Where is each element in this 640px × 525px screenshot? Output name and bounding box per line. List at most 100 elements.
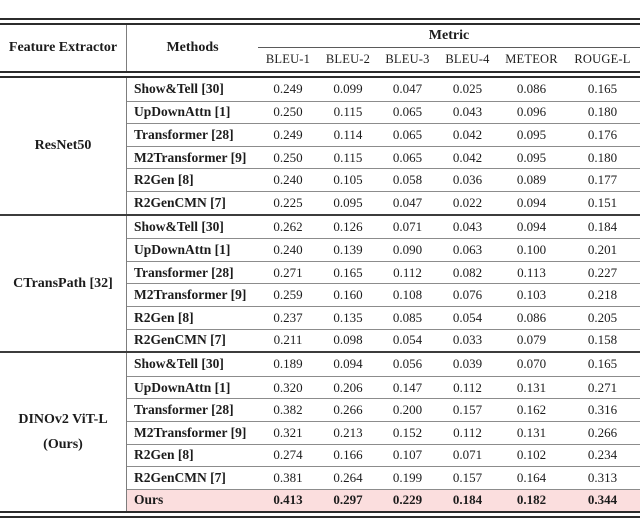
method-label: Show&Tell [30] <box>134 218 224 234</box>
metric-value: 0.139 <box>333 241 363 257</box>
metric-value: 0.056 <box>392 356 423 372</box>
metric-value: 0.102 <box>516 447 547 463</box>
metric-value: 0.095 <box>516 149 547 165</box>
metric-value: 0.103 <box>516 287 547 303</box>
metric-value: 0.237 <box>273 309 303 325</box>
metric-value: 0.095 <box>333 194 363 210</box>
metric-value: 0.094 <box>333 356 363 372</box>
metric-value: 0.112 <box>453 379 482 395</box>
table-section: ResNet50 Show&Tell [30] 0.249 0.099 0.047 0.0… <box>0 78 640 214</box>
metric-value: 0.320 <box>273 379 303 395</box>
table-row: UpDownAttn [1] 0.250 0.115 0.065 0.043 0.096 0… <box>127 100 640 124</box>
metric-value: 0.065 <box>392 126 423 142</box>
metric-value: 0.227 <box>587 264 618 280</box>
feature-extractor-cell: ResNet50 <box>0 78 127 214</box>
table-bottom-rule <box>0 511 640 519</box>
method-label: UpDownAttn [1] <box>134 104 231 120</box>
metric-value: 0.177 <box>587 172 618 188</box>
metric-value: 0.076 <box>452 287 483 303</box>
metric-value: 0.250 <box>273 104 303 120</box>
metric-value: 0.182 <box>516 492 547 508</box>
method-label: M2Transformer [9] <box>134 149 247 165</box>
metric-value: 0.189 <box>273 356 303 372</box>
metric-value: 0.206 <box>333 379 363 395</box>
feature-extractor-column-header: Feature Extractor <box>0 25 127 71</box>
metric-value: 0.131 <box>516 424 547 440</box>
metric-value: 0.180 <box>587 104 618 120</box>
metric-value: 0.070 <box>516 356 547 372</box>
metric-value: 0.096 <box>516 104 547 120</box>
table-row: Transformer [28] 0.249 0.114 0.065 0.042 0.09… <box>127 123 640 146</box>
metric-value: 0.250 <box>273 149 303 165</box>
metric-value: 0.165 <box>333 264 363 280</box>
metric-value: 0.165 <box>587 356 618 372</box>
metric-value: 0.316 <box>587 402 618 418</box>
metric-header-group: Metric BLEU-1 BLEU-2 BLEU-3 BLEU-4 METEOR ROU… <box>258 25 640 71</box>
metric-value: 0.344 <box>587 492 618 508</box>
metric-value: 0.082 <box>452 264 483 280</box>
metric-value: 0.043 <box>452 218 483 234</box>
table-row: R2Gen [8] 0.274 0.166 0.107 0.071 0.102 0.234 <box>127 443 640 467</box>
metric-value: 0.211 <box>273 332 303 348</box>
table-row: UpDownAttn [1] 0.320 0.206 0.147 0.112 0.131 0… <box>127 375 640 399</box>
metric-value: 0.264 <box>333 469 363 485</box>
metric-value: 0.135 <box>333 309 363 325</box>
section-rows: Show&Tell [30] 0.189 0.094 0.056 0.039 0.070 0… <box>127 353 640 512</box>
metric-value: 0.259 <box>273 287 303 303</box>
metric-value: 0.249 <box>273 81 303 97</box>
metric-value: 0.126 <box>333 218 363 234</box>
table-row: M2Transformer [9] 0.321 0.213 0.152 0.112 0.1… <box>127 420 640 444</box>
metric-value: 0.090 <box>392 241 423 257</box>
metric-value: 0.266 <box>587 424 618 440</box>
method-label: Show&Tell [30] <box>134 81 224 97</box>
table-row: Transformer [28] 0.271 0.165 0.112 0.082 0.11… <box>127 260 640 284</box>
method-label: Transformer [28] <box>134 402 234 418</box>
metric-value: 0.094 <box>516 194 547 210</box>
metric-column-header: ROUGE-L <box>574 52 631 66</box>
metric-value: 0.042 <box>452 149 483 165</box>
method-label: M2Transformer [9] <box>134 424 247 440</box>
method-label: Transformer [28] <box>134 126 234 142</box>
ours-highlight-row: Ours 0.413 0.297 0.229 0.184 0.182 0.344 <box>127 488 640 512</box>
metric-value: 0.271 <box>273 264 303 280</box>
metric-value: 0.213 <box>333 424 363 440</box>
metric-value: 0.162 <box>516 402 547 418</box>
metric-value: 0.180 <box>587 149 618 165</box>
section-rows: Show&Tell [30] 0.249 0.099 0.047 0.025 0.086 0… <box>127 78 640 214</box>
metric-value: 0.321 <box>273 424 303 440</box>
metric-value: 0.108 <box>392 287 423 303</box>
metric-value: 0.225 <box>273 194 303 210</box>
table-header: Feature Extractor Methods Metric BLEU-1 B… <box>0 25 640 71</box>
method-label: Ours <box>134 492 164 508</box>
metric-value: 0.054 <box>452 309 483 325</box>
metric-column-header: BLEU-2 <box>325 52 371 66</box>
metric-value: 0.313 <box>587 469 618 485</box>
method-label: R2Gen [8] <box>134 309 194 325</box>
methods-column-header: Methods <box>166 40 219 55</box>
metric-value: 0.413 <box>273 492 303 508</box>
method-label: R2GenCMN [7] <box>134 194 226 210</box>
metric-value: 0.200 <box>392 402 423 418</box>
method-label: M2Transformer [9] <box>134 287 247 303</box>
metric-value: 0.271 <box>587 379 618 395</box>
metric-value: 0.043 <box>452 104 483 120</box>
table-row: UpDownAttn [1] 0.240 0.139 0.090 0.063 0.100 0… <box>127 238 640 261</box>
metric-group-header: Metric <box>258 25 640 48</box>
method-label: Show&Tell [30] <box>134 356 224 372</box>
table-row: R2Gen [8] 0.240 0.105 0.058 0.036 0.089 0.177 <box>127 168 640 191</box>
metric-value: 0.100 <box>516 241 547 257</box>
method-label: Transformer [28] <box>134 264 234 280</box>
metric-value: 0.262 <box>273 218 303 234</box>
table-row: R2Gen [8] 0.237 0.135 0.085 0.054 0.086 0.205 <box>127 305 640 329</box>
metric-value: 0.085 <box>392 309 423 325</box>
metric-value: 0.147 <box>392 379 423 395</box>
metric-value: 0.297 <box>333 492 363 508</box>
metric-value: 0.160 <box>333 287 363 303</box>
table-body: ResNet50 Show&Tell [30] 0.249 0.099 0.047 0.0… <box>0 78 640 512</box>
method-label: R2Gen [8] <box>134 447 194 463</box>
table-row: Show&Tell [30] 0.249 0.099 0.047 0.025 0.086 0… <box>127 78 640 101</box>
metric-value: 0.047 <box>392 81 423 97</box>
metric-value: 0.115 <box>333 149 363 165</box>
metric-value: 0.036 <box>452 172 483 188</box>
metric-headers-row: BLEU-1 BLEU-2 BLEU-3 BLEU-4 METEOR ROUGE-L <box>258 48 640 71</box>
